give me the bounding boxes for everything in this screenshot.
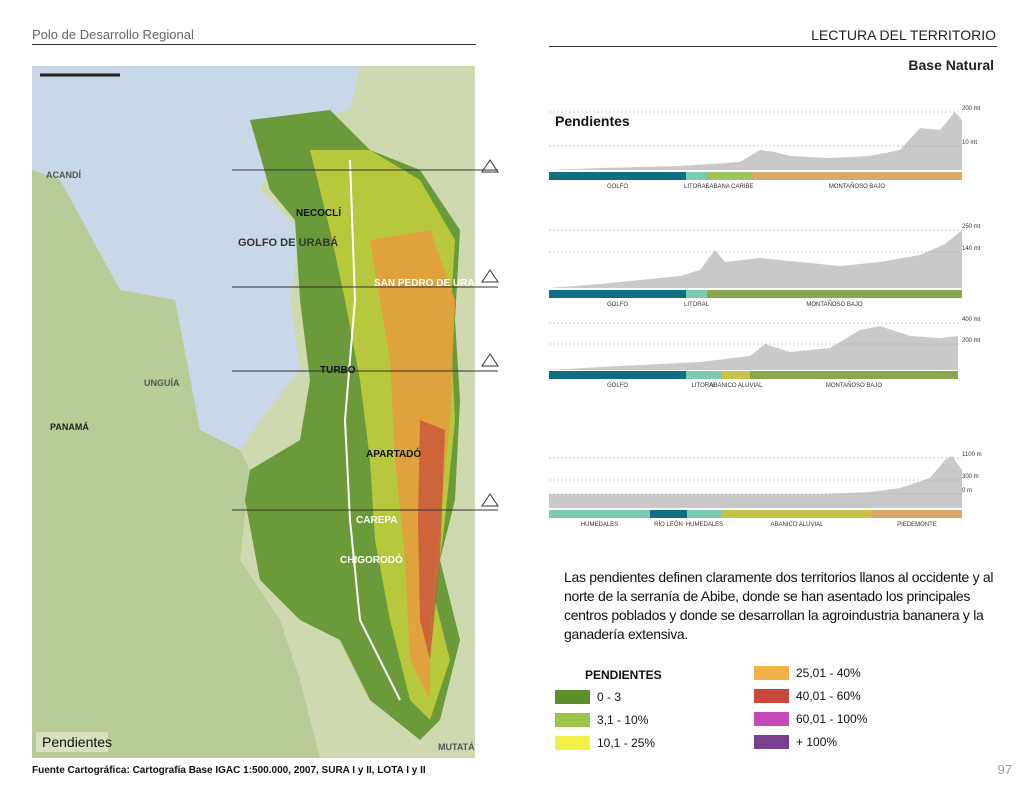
profile-segment [707, 172, 752, 180]
profile-segment [872, 510, 962, 518]
profile-segment [686, 172, 707, 180]
rule [32, 44, 476, 45]
slope-zone-steep [418, 420, 445, 660]
profile-segment [687, 510, 722, 518]
legend-title: PENDIENTES [585, 668, 662, 682]
profile-shape [549, 456, 962, 508]
elevation-label: 140 mt [962, 246, 981, 252]
marker [481, 159, 499, 173]
legend-label: 10,1 - 25% [597, 736, 656, 750]
legend-swatch [555, 736, 590, 750]
legend-swatch [754, 712, 789, 726]
road [343, 159, 401, 701]
place-label: PANAMÁ [50, 422, 89, 432]
page-number: 97 [997, 762, 1012, 777]
marker [481, 269, 499, 283]
profile-segment [549, 290, 686, 298]
profile-segment [722, 510, 872, 518]
profile-segment [686, 290, 707, 298]
marker [481, 353, 499, 367]
subtitle: Base Natural [908, 57, 994, 73]
elevation-label: 0 m [962, 488, 972, 494]
profile-segment [707, 290, 962, 298]
profile-segment [549, 510, 650, 518]
segment-label: RÍO LEÓN [654, 521, 683, 528]
legend-swatch [555, 690, 590, 704]
elevation-label: 250 mt [962, 224, 981, 230]
source: Fuente Cartográfica: Cartografía Base IG… [32, 765, 426, 776]
map-label: Pendientes [42, 734, 112, 750]
legend-swatch [754, 735, 789, 749]
place-label: UNGUÍA [144, 378, 180, 388]
sea [32, 66, 360, 450]
paragraph: Las pendientes definen claramente dos te… [564, 569, 994, 642]
legend-label: 60,01 - 100% [796, 712, 868, 726]
marker [481, 493, 499, 507]
header-left: Polo de Desarrollo Regional [32, 27, 194, 42]
legend-label: 25,01 - 40% [796, 666, 861, 680]
segment-label: LITORAL [684, 302, 710, 308]
segment-label: ABANICO ALUVIAL [709, 383, 763, 389]
segment-label: ABANICO ALUVIAL [770, 522, 824, 528]
segment-label: MONTAÑOSO BAJO [806, 301, 863, 308]
map-label-box [36, 732, 108, 752]
segment-label: GOLFO [607, 383, 628, 389]
section-markers [232, 159, 499, 511]
segment-label: GOLFO [607, 184, 628, 190]
profile-segment [549, 371, 686, 379]
elevation-label: 400 mt [962, 317, 981, 323]
profile-segment [752, 172, 962, 180]
elevation-label: 200 mt [962, 338, 981, 344]
place-label: ACANDÍ [46, 170, 81, 180]
profile-segment [686, 371, 722, 379]
elevation-label: 300 m [962, 474, 979, 480]
profile-shape [549, 326, 958, 370]
profile-segment [750, 371, 958, 379]
segment-label: PIEDEMONTE [897, 522, 937, 528]
segment-label: HUMEDALES [581, 522, 618, 528]
legend-swatch [754, 689, 789, 703]
profile-shape [549, 230, 962, 288]
segment-label: MONTAÑOSO BAJO [829, 183, 886, 190]
legend-label: 3,1 - 10% [597, 713, 649, 727]
place-label: CAREPA [356, 515, 397, 526]
legend-label: + 100% [796, 735, 838, 749]
segment-label: HUMEDALES [686, 522, 723, 528]
profile-segment [722, 371, 750, 379]
legend-label: 0 - 3 [597, 690, 622, 704]
place-label: GOLFO DE URABÁ [238, 236, 338, 249]
elevation-label: 10 mt [962, 140, 977, 146]
place-label: MUTATÁ [438, 742, 475, 752]
place-label: APARTADÓ [366, 447, 421, 460]
segment-label: LITORAL [684, 184, 710, 190]
segment-label: SABANA CARIBE [705, 184, 753, 190]
legend-label: 40,01 - 60% [796, 689, 861, 703]
place-label: SAN PEDRO DE URABÁ [374, 276, 489, 289]
elevation-label: 200 mt [962, 106, 981, 112]
profiles-title: Pendientes [555, 113, 630, 129]
segment-label: LITORAL [692, 383, 718, 389]
header-right: LECTURA DEL TERRITORIO [811, 27, 996, 43]
land-west [32, 170, 320, 758]
segment-label: GOLFO [607, 302, 628, 308]
legend-swatch [754, 666, 789, 680]
profile-segment [650, 510, 687, 518]
profile-segment [549, 172, 686, 180]
elevation-label: 1100 m [962, 452, 982, 458]
legend-swatch [555, 713, 590, 727]
profile-shape [549, 112, 962, 170]
rule [549, 46, 997, 47]
place-label: CHIGORODÓ [340, 553, 403, 566]
segment-label: MONTAÑOSO BAJO [826, 382, 883, 389]
place-label: NECOCLÍ [296, 206, 341, 219]
